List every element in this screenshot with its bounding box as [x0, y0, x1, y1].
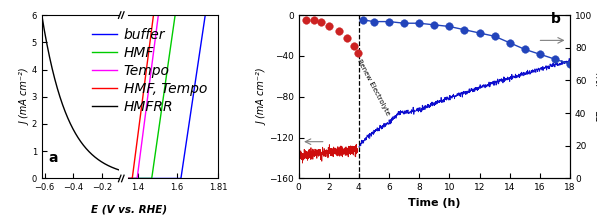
Text: b: b	[551, 12, 561, 26]
Legend: buffer, HMF, Tempo, HMF, Tempo, HMFRR: buffer, HMF, Tempo, HMF, Tempo, HMFRR	[86, 22, 213, 120]
Y-axis label: J (mA cm⁻²): J (mA cm⁻²)	[257, 68, 267, 125]
Text: Renew Electrolyte: Renew Electrolyte	[356, 58, 390, 116]
Text: a: a	[48, 151, 57, 165]
X-axis label: Time (h): Time (h)	[408, 198, 460, 208]
Y-axis label: J (mA cm⁻²): J (mA cm⁻²)	[20, 68, 30, 125]
Text: E (V vs. RHE): E (V vs. RHE)	[91, 205, 167, 215]
Y-axis label: FE$_{\mathregular{BHMF}}$ (%): FE$_{\mathregular{BHMF}}$ (%)	[595, 70, 597, 123]
